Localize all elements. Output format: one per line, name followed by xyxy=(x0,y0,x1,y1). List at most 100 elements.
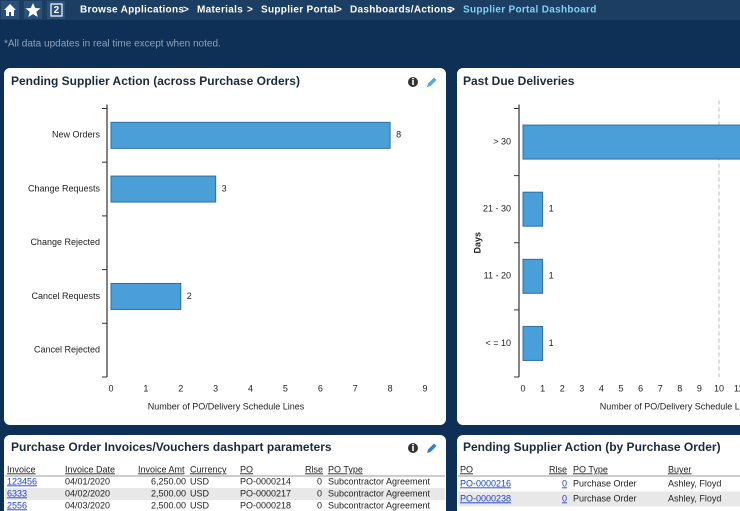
note: *All data updates in real time except wh… xyxy=(4,39,221,50)
edit-icon[interactable] xyxy=(427,443,437,454)
table-link[interactable]: 0 xyxy=(562,493,567,503)
nav-link[interactable]: Materials xyxy=(197,5,243,16)
table-cell: Subcontractor Agreement xyxy=(328,500,431,510)
x-tick-label: 4 xyxy=(248,383,253,393)
x-tick-label: 6 xyxy=(318,383,323,393)
nav-link[interactable]: Dashboards/Actions xyxy=(350,5,453,16)
table-link[interactable]: 0 xyxy=(562,478,567,488)
bar xyxy=(110,282,182,310)
table-header: Buyer xyxy=(668,464,692,474)
table-header: PO Type xyxy=(573,464,608,474)
table-cell: USD xyxy=(190,500,210,510)
edit-icon[interactable] xyxy=(427,77,437,88)
table-link[interactable]: PO-0000216 xyxy=(460,478,511,488)
panel-title: Purchase Order Invoices/Vouchers dashpar… xyxy=(11,440,332,454)
table-cell: Subcontractor Agreement xyxy=(328,488,431,498)
panel-title: Pending Supplier Action (across Purchase… xyxy=(11,74,300,88)
y-tick-label: Cancel Rejected xyxy=(34,345,100,355)
nav-separator: > xyxy=(183,5,189,16)
y-tick-label: < = 10 xyxy=(485,338,511,348)
table-cell: 2,500.00 xyxy=(151,500,186,510)
x-tick-label: 7 xyxy=(353,383,358,393)
x-tick-label: 2 xyxy=(178,383,183,393)
nav-bar xyxy=(0,0,740,20)
bar xyxy=(110,121,391,149)
nav-badge: 2 xyxy=(54,5,60,16)
table-link[interactable]: 6333 xyxy=(7,488,27,498)
x-tick-label: 4 xyxy=(599,383,604,393)
table-cell: PO-0000218 xyxy=(240,500,291,510)
nav-separator: > xyxy=(336,5,342,16)
table-cell: 0 xyxy=(317,476,322,486)
data-label: 1 xyxy=(549,271,554,281)
panel xyxy=(4,68,446,425)
table-link[interactable]: 2556 xyxy=(7,500,27,510)
panel-title: Pending Supplier Action (by Purchase Ord… xyxy=(463,440,721,454)
table-header: PO Type xyxy=(328,464,363,474)
x-tick-label: 7 xyxy=(658,383,663,393)
data-label: 3 xyxy=(222,183,227,193)
table-cell: USD xyxy=(190,476,210,486)
x-tick-label: 2 xyxy=(560,383,565,393)
table-row-stripe xyxy=(458,491,740,507)
table-row-stripe xyxy=(5,488,445,500)
y-tick-label: > 30 xyxy=(493,136,511,146)
x-axis-label: Number of PO/Delivery Schedule Lines xyxy=(148,401,305,411)
y-tick-label: 21 - 30 xyxy=(483,204,511,214)
info-icon[interactable] xyxy=(408,443,418,453)
table-header: PO xyxy=(240,464,253,474)
y-tick-label: 11 - 20 xyxy=(484,271,511,281)
table-cell: Subcontractor Agreement xyxy=(328,476,431,486)
bar xyxy=(522,124,740,160)
table-header: Invoice Date xyxy=(65,464,115,474)
table-cell: 2,500.00 xyxy=(151,488,186,498)
y-axis-label: Days xyxy=(472,232,482,254)
info-icon[interactable] xyxy=(408,77,418,87)
x-tick-label: 10 xyxy=(714,383,724,393)
table-cell: 04/03/2020 xyxy=(65,500,110,510)
bar xyxy=(522,191,544,227)
x-tick-label: 1 xyxy=(540,383,545,393)
table-cell: PO-0000214 xyxy=(240,476,291,486)
favorites-button[interactable] xyxy=(24,1,42,19)
data-label: 1 xyxy=(549,204,554,214)
table-header: Invoice Amt xyxy=(138,464,185,474)
data-label: 2 xyxy=(187,291,192,301)
y-tick-label: Cancel Requests xyxy=(31,291,100,301)
table-cell: Ashley, Floyd xyxy=(668,493,721,503)
table-cell: 04/02/2020 xyxy=(65,488,110,498)
recent-button[interactable]: 2 xyxy=(47,1,65,19)
table-header: Currency xyxy=(190,464,227,474)
table-cell: 6,250.00 xyxy=(151,476,186,486)
x-tick-label: 11 xyxy=(734,383,740,393)
nav-link[interactable]: Browse Applications xyxy=(80,5,184,16)
bar xyxy=(522,325,544,361)
data-label: 8 xyxy=(396,130,401,140)
bar xyxy=(522,258,544,294)
table-cell: USD xyxy=(190,488,210,498)
home-button[interactable] xyxy=(1,1,19,19)
x-tick-label: 0 xyxy=(108,383,113,393)
x-tick-label: 1 xyxy=(143,383,148,393)
table-header: Rlse xyxy=(549,464,567,474)
nav-separator: > xyxy=(449,5,455,16)
x-axis-label: Number of PO/Delivery Schedule Lines xyxy=(600,401,740,411)
x-tick-label: 3 xyxy=(579,383,584,393)
table-cell: Purchase Order xyxy=(573,493,637,503)
table-cell: 04/01/2020 xyxy=(65,476,110,486)
nav-separator: > xyxy=(247,5,253,16)
table-link[interactable]: 123456 xyxy=(7,476,37,486)
table-cell: Ashley, Floyd xyxy=(668,478,721,488)
nav-current: Supplier Portal Dashboard xyxy=(463,5,597,16)
x-tick-label: 5 xyxy=(283,383,288,393)
data-label: 1 xyxy=(549,338,554,348)
table-link[interactable]: PO-0000238 xyxy=(460,493,511,503)
x-tick-label: 5 xyxy=(618,383,623,393)
nav-link[interactable]: Supplier Portal xyxy=(261,5,337,16)
y-tick-label: Change Requests xyxy=(28,183,101,193)
x-tick-label: 0 xyxy=(520,383,525,393)
table-cell: 0 xyxy=(317,500,322,510)
panel-title: Past Due Deliveries xyxy=(463,74,575,88)
